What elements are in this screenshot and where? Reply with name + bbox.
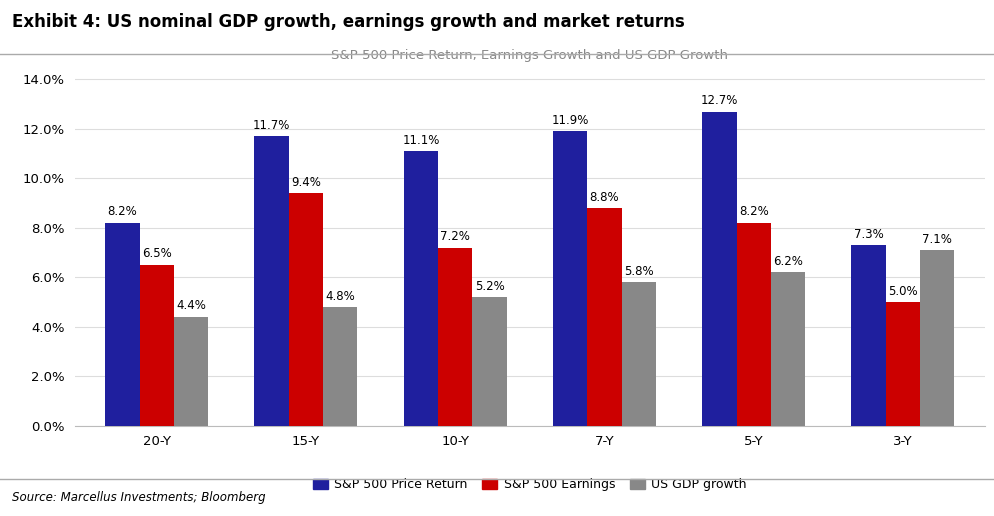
- Bar: [702, 111, 736, 426]
- Text: 7.2%: 7.2%: [439, 230, 470, 243]
- Text: 4.8%: 4.8%: [325, 289, 355, 302]
- Bar: [851, 245, 885, 426]
- Bar: [404, 151, 437, 426]
- Text: 8.8%: 8.8%: [589, 190, 618, 204]
- Bar: [323, 307, 357, 426]
- Text: 12.7%: 12.7%: [700, 94, 738, 107]
- Bar: [553, 132, 586, 426]
- Text: Exhibit 4: US nominal GDP growth, earnings growth and market returns: Exhibit 4: US nominal GDP growth, earnin…: [12, 13, 684, 31]
- Text: 6.2%: 6.2%: [772, 255, 802, 268]
- Text: 11.9%: 11.9%: [551, 114, 588, 127]
- Text: 5.2%: 5.2%: [474, 280, 504, 293]
- Bar: [472, 297, 506, 426]
- Bar: [174, 317, 208, 426]
- Text: 8.2%: 8.2%: [107, 205, 137, 218]
- Text: 9.4%: 9.4%: [290, 176, 321, 189]
- Text: 5.0%: 5.0%: [888, 285, 916, 298]
- Legend: S&P 500 Price Return, S&P 500 Earnings, US GDP growth: S&P 500 Price Return, S&P 500 Earnings, …: [307, 473, 751, 496]
- Text: 11.1%: 11.1%: [402, 134, 439, 147]
- Bar: [288, 193, 323, 426]
- Bar: [736, 223, 770, 426]
- Bar: [105, 223, 139, 426]
- Text: 8.2%: 8.2%: [739, 205, 767, 218]
- Text: 6.5%: 6.5%: [142, 248, 171, 261]
- Bar: [139, 265, 174, 426]
- Title: S&P 500 Price Return, Earnings Growth and US GDP Growth: S&P 500 Price Return, Earnings Growth an…: [331, 49, 728, 62]
- Bar: [437, 248, 472, 426]
- Text: 4.4%: 4.4%: [176, 299, 206, 312]
- Bar: [770, 272, 804, 426]
- Text: Source: Marcellus Investments; Bloomberg: Source: Marcellus Investments; Bloomberg: [12, 491, 265, 504]
- Bar: [254, 136, 288, 426]
- Bar: [621, 282, 655, 426]
- Bar: [919, 250, 953, 426]
- Text: 5.8%: 5.8%: [623, 265, 653, 278]
- Bar: [885, 302, 919, 426]
- Bar: [586, 208, 621, 426]
- Text: 7.1%: 7.1%: [921, 233, 951, 246]
- Text: 11.7%: 11.7%: [252, 119, 290, 132]
- Text: 7.3%: 7.3%: [853, 228, 883, 240]
